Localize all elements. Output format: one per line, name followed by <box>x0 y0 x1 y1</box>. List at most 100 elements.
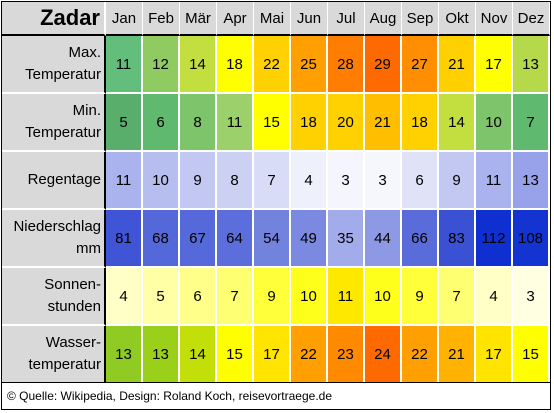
row-label-line: Temperatur <box>25 124 101 141</box>
value-cell: 5 <box>106 94 143 152</box>
value-cell: 13 <box>513 152 550 210</box>
value-cell: 49 <box>291 210 328 268</box>
climate-table-body: Max. Temperatur 11 12 14 18 22 25 28 29 27 21 17 13 Mi… <box>2 36 550 384</box>
climate-row: Min. Temperatur 5 6 8 11 15 18 20 21 18 14 10 7 <box>2 94 550 152</box>
value-cell: 13 <box>106 326 143 384</box>
climate-row: Wasser-temperatur 13 13 14 15 17 22 23 24 22 21 17 1… <box>2 326 550 384</box>
row-label: Sonnen-stunden <box>2 268 106 326</box>
value-cell: 4 <box>291 152 328 210</box>
value-cell: 23 <box>328 326 365 384</box>
value-cell: 13 <box>143 326 180 384</box>
row-label-line: stunden <box>47 298 101 315</box>
value-cell: 22 <box>402 326 439 384</box>
value-cell: 24 <box>365 326 402 384</box>
value-cell: 17 <box>254 326 291 384</box>
value-cell: 8 <box>180 94 217 152</box>
row-label: Niederschlag mm <box>2 210 106 268</box>
value-cell: 11 <box>106 152 143 210</box>
value-cell: 18 <box>402 94 439 152</box>
value-cell: 13 <box>513 36 550 94</box>
value-cell: 17 <box>476 326 513 384</box>
row-label: Min. Temperatur <box>2 94 106 152</box>
row-label-line: Temperatur <box>25 66 101 83</box>
month-header: Jan <box>106 2 143 36</box>
value-cell: 11 <box>476 152 513 210</box>
month-header: Nov <box>476 2 513 36</box>
row-label: Regentage <box>2 152 106 210</box>
row-label-line: Max. <box>68 44 101 61</box>
value-cell: 6 <box>402 152 439 210</box>
value-cell: 15 <box>217 326 254 384</box>
row-label-line: temperatur <box>28 356 101 373</box>
value-cell: 11 <box>328 268 365 326</box>
row-label-line: Niederschlag <box>13 218 101 235</box>
row-label-line: Wasser- <box>45 334 101 351</box>
value-cell: 17 <box>476 36 513 94</box>
value-cell: 108 <box>513 210 550 268</box>
header-row: Zadar Jan Feb Mär Apr Mai Jun Jul Aug Sep Okt Nov D… <box>2 2 550 36</box>
value-cell: 64 <box>217 210 254 268</box>
value-cell: 4 <box>106 268 143 326</box>
value-cell: 7 <box>439 268 476 326</box>
value-cell: 68 <box>143 210 180 268</box>
row-label: Max. Temperatur <box>2 36 106 94</box>
month-header: Apr <box>217 2 254 36</box>
value-cell: 27 <box>402 36 439 94</box>
month-header: Sep <box>402 2 439 36</box>
value-cell: 15 <box>254 94 291 152</box>
value-cell: 6 <box>180 268 217 326</box>
climate-row: Regentage 11 10 9 8 7 4 3 3 6 9 11 13 <box>2 152 550 210</box>
row-label: Wasser-temperatur <box>2 326 106 384</box>
row-label-line: Regentage <box>27 171 101 188</box>
value-cell: 35 <box>328 210 365 268</box>
value-cell: 20 <box>328 94 365 152</box>
value-cell: 11 <box>217 94 254 152</box>
value-cell: 14 <box>180 36 217 94</box>
value-cell: 18 <box>217 36 254 94</box>
value-cell: 112 <box>476 210 513 268</box>
value-cell: 3 <box>328 152 365 210</box>
value-cell: 9 <box>439 152 476 210</box>
month-header: Dez <box>513 2 550 36</box>
value-cell: 7 <box>217 268 254 326</box>
value-cell: 12 <box>143 36 180 94</box>
month-header: Jul <box>328 2 365 36</box>
climate-row: Sonnen-stunden 4 5 6 7 9 10 11 10 9 7 4 3 <box>2 268 550 326</box>
value-cell: 3 <box>513 268 550 326</box>
row-label-line: mm <box>76 240 101 257</box>
value-cell: 54 <box>254 210 291 268</box>
month-header: Jun <box>291 2 328 36</box>
value-cell: 8 <box>217 152 254 210</box>
climate-row: Max. Temperatur 11 12 14 18 22 25 28 29 27 21 17 13 <box>2 36 550 94</box>
month-header: Okt <box>439 2 476 36</box>
value-cell: 14 <box>180 326 217 384</box>
value-cell: 15 <box>513 326 550 384</box>
value-cell: 7 <box>513 94 550 152</box>
value-cell: 10 <box>365 268 402 326</box>
value-cell: 14 <box>439 94 476 152</box>
value-cell: 29 <box>365 36 402 94</box>
value-cell: 21 <box>439 326 476 384</box>
value-cell: 67 <box>180 210 217 268</box>
row-label-line: Min. <box>72 102 101 119</box>
value-cell: 4 <box>476 268 513 326</box>
value-cell: 3 <box>365 152 402 210</box>
value-cell: 44 <box>365 210 402 268</box>
value-cell: 22 <box>254 36 291 94</box>
month-header: Aug <box>365 2 402 36</box>
climate-table: Zadar Jan Feb Mär Apr Mai Jun Jul Aug Sep Okt Nov D… <box>2 2 550 384</box>
row-label-line: Sonnen- <box>44 276 101 293</box>
value-cell: 21 <box>365 94 402 152</box>
climate-row: Niederschlag mm 81 68 67 64 54 49 35 44 66 83 112 108 <box>2 210 550 268</box>
month-header: Feb <box>143 2 180 36</box>
source-footer: © Quelle: Wikipedia, Design: Roland Koch… <box>2 382 550 409</box>
value-cell: 81 <box>106 210 143 268</box>
value-cell: 6 <box>143 94 180 152</box>
value-cell: 28 <box>328 36 365 94</box>
value-cell: 7 <box>254 152 291 210</box>
value-cell: 25 <box>291 36 328 94</box>
value-cell: 9 <box>254 268 291 326</box>
value-cell: 5 <box>143 268 180 326</box>
value-cell: 9 <box>402 268 439 326</box>
